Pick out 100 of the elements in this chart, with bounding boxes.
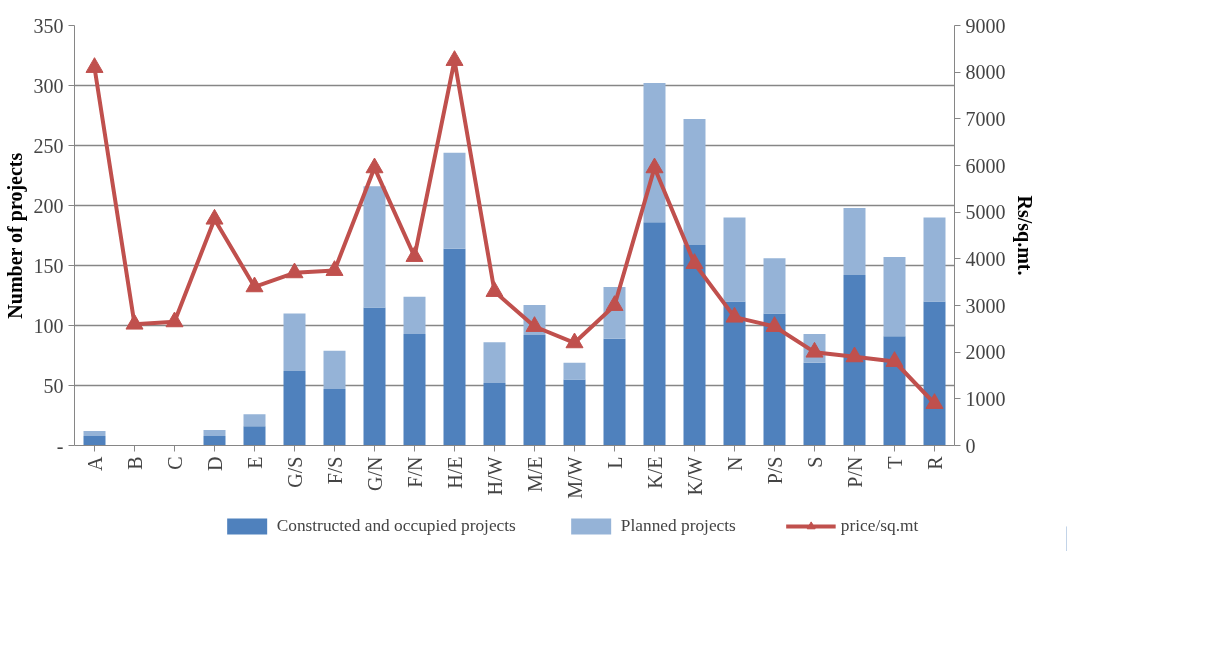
bar xyxy=(603,338,626,446)
x-tick-label: S xyxy=(803,456,826,468)
bar xyxy=(883,336,906,446)
point xyxy=(765,316,784,332)
bar xyxy=(283,371,306,446)
bar xyxy=(483,383,506,446)
legend-label: Planned projects xyxy=(620,516,736,536)
x-tick-label: P/N xyxy=(843,456,866,488)
bar xyxy=(203,435,226,446)
y-tick-label: 200 xyxy=(33,194,64,217)
bar xyxy=(563,362,586,380)
y-tick-label: 150 xyxy=(33,254,64,277)
point xyxy=(165,311,184,328)
x-tick-label: G/N xyxy=(363,456,386,491)
bar xyxy=(883,257,906,337)
bar xyxy=(643,222,666,446)
y2-tick-label: 4000 xyxy=(965,247,1006,270)
bar xyxy=(803,362,826,446)
y2-tick-label: 6000 xyxy=(965,154,1006,177)
bar xyxy=(83,435,106,446)
x-tick-label: T xyxy=(883,456,906,469)
bar xyxy=(923,217,946,302)
y2-tick-label: 8000 xyxy=(965,61,1006,84)
point xyxy=(205,208,224,225)
bar xyxy=(243,426,266,446)
point xyxy=(445,50,464,66)
bar xyxy=(763,313,786,446)
y-tick-label: 300 xyxy=(33,74,64,97)
bar xyxy=(923,301,946,446)
bar xyxy=(723,217,746,302)
bar xyxy=(323,350,346,390)
x-tick-label: A xyxy=(83,455,106,471)
bar xyxy=(683,119,706,246)
x-tick-label: H/E xyxy=(443,456,466,489)
x-tick-label: R xyxy=(923,455,946,470)
x-tick-label: D xyxy=(203,456,226,471)
bar xyxy=(683,245,706,446)
y2-tick-label: 0 xyxy=(965,434,976,457)
point xyxy=(885,351,904,367)
point xyxy=(85,57,104,73)
bar xyxy=(483,342,506,384)
bar xyxy=(443,152,466,249)
bar xyxy=(843,275,866,446)
bar xyxy=(203,429,226,436)
y-tick-label: 50 xyxy=(43,374,64,397)
x-tick-label: F/N xyxy=(403,456,426,488)
y-tick-label: - xyxy=(56,434,64,457)
x-tick-label: M/W xyxy=(563,456,586,499)
y-axis-title: Number of projects xyxy=(3,152,27,319)
legend-label: Constructed and occupied projects xyxy=(276,516,516,536)
bar xyxy=(763,258,786,314)
point xyxy=(285,262,304,279)
bar xyxy=(563,379,586,446)
point xyxy=(925,393,944,409)
point xyxy=(645,157,664,174)
bar xyxy=(403,296,426,334)
x-tick-label: C xyxy=(163,456,186,470)
y2-axis-title: Rs/sq.mt. xyxy=(1012,195,1036,276)
y-tick-label: 250 xyxy=(33,134,64,157)
y2-tick-label: 2000 xyxy=(965,341,1006,364)
legend-label: price/sq.mt xyxy=(840,516,919,536)
x-tick-label: K/W xyxy=(683,456,706,496)
x-tick-label: G/S xyxy=(283,456,306,488)
bar xyxy=(323,389,346,446)
bar xyxy=(843,207,866,276)
point xyxy=(845,346,864,363)
y2-tick-label: 7000 xyxy=(965,107,1006,130)
bar xyxy=(243,414,266,427)
point xyxy=(365,157,384,174)
y2-tick-label: 1000 xyxy=(965,387,1006,410)
x-tick-label: E xyxy=(243,456,266,469)
point xyxy=(125,313,144,330)
x-tick-label: P/S xyxy=(763,456,786,485)
bar xyxy=(363,186,386,308)
x-tick-label: B xyxy=(123,456,146,470)
x-tick-label: N xyxy=(723,456,746,471)
bar xyxy=(403,333,426,446)
point xyxy=(245,276,264,293)
x-tick-label: M/E xyxy=(523,456,546,493)
point xyxy=(405,246,424,262)
y-tick-label: 100 xyxy=(33,314,64,337)
point xyxy=(605,295,624,311)
bar xyxy=(443,248,466,446)
point xyxy=(485,281,504,297)
bar xyxy=(363,307,386,446)
y2-tick-label: 5000 xyxy=(965,201,1006,224)
point xyxy=(685,253,704,269)
bar xyxy=(283,313,306,372)
bar xyxy=(723,301,746,446)
x-tick-label: H/W xyxy=(483,456,506,496)
point xyxy=(725,306,744,323)
x-tick-label: L xyxy=(603,456,626,469)
y2-tick-label: 9000 xyxy=(965,14,1006,37)
point xyxy=(325,260,344,276)
bar xyxy=(83,431,106,436)
bar xyxy=(523,335,546,446)
x-tick-label: F/S xyxy=(323,456,346,485)
y2-tick-label: 3000 xyxy=(965,294,1006,317)
point xyxy=(565,332,584,349)
y-tick-label: 350 xyxy=(33,14,64,37)
